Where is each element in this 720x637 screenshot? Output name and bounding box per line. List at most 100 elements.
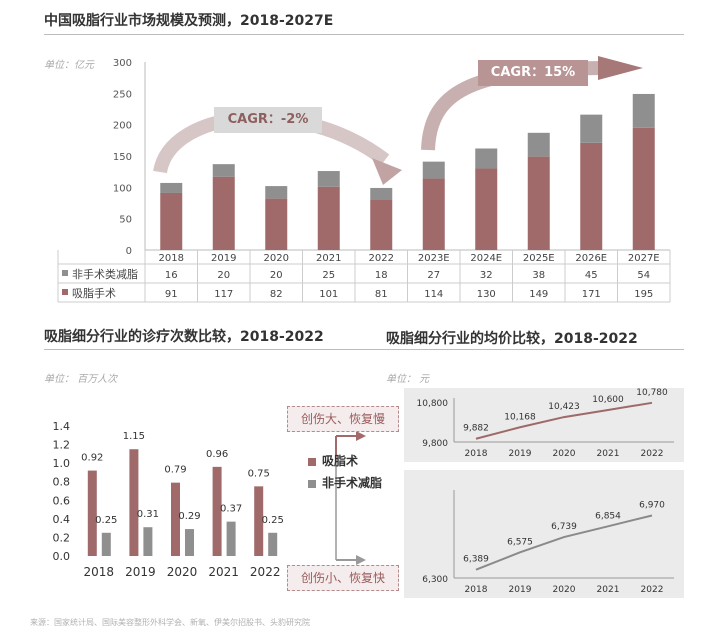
bar-nonsurgery xyxy=(212,164,235,177)
bar-surgery-visits xyxy=(212,466,222,556)
bar-surgery-visits xyxy=(254,486,264,556)
line-panel-bg xyxy=(404,470,684,598)
legend-surgery-swatch xyxy=(308,457,316,466)
bar-surgery xyxy=(370,199,393,250)
line-category-label: 2019 xyxy=(509,449,532,459)
chart1-category-label: 2021 xyxy=(316,253,341,264)
table-cell-surgery: 117 xyxy=(214,289,233,300)
chart1-ytick-label: 250 xyxy=(113,89,132,100)
bar-nonsurgery xyxy=(527,132,550,157)
chart1-category-label: 2026E xyxy=(575,253,607,264)
bar-surgery-visits xyxy=(171,482,180,556)
cagr-right-label: CAGR：15% xyxy=(478,60,588,86)
box-trauma-low: 创伤小、恢复快 xyxy=(287,565,399,591)
bar-nonsurgery-visits xyxy=(185,529,194,556)
chart1-title: 中国吸脂行业市场规模及预测，2018-2027E xyxy=(44,13,334,29)
legend-surgery: 吸脂术 xyxy=(308,452,358,469)
line-value-label: 10,780 xyxy=(636,388,668,398)
bar-surgery xyxy=(475,168,498,250)
line-category-label: 2021 xyxy=(597,585,620,595)
chart1-ytick-label: 200 xyxy=(113,121,132,132)
line-category-label: 2021 xyxy=(597,449,620,459)
chart2-category-label: 2022 xyxy=(250,565,281,579)
side-arrow-down-head xyxy=(356,555,366,565)
table-cell-surgery: 114 xyxy=(424,289,443,300)
line-panel-bg xyxy=(404,388,684,462)
line-ytick-label: 10,800 xyxy=(417,399,449,409)
bar-nonsurgery xyxy=(475,148,498,169)
legend-nonsurgery-swatch xyxy=(308,479,316,488)
bar-surgery xyxy=(527,156,550,250)
chart1-ytick-label: 0 xyxy=(126,246,132,257)
bar-value-label: 0.37 xyxy=(220,504,242,515)
bar-surgery-visits xyxy=(87,470,97,556)
line-ytick-label: 6,300 xyxy=(422,575,448,585)
bar-value-label: 0.25 xyxy=(262,515,284,526)
table-cell-nonsurgery: 54 xyxy=(637,270,650,281)
chart2-ytick-label: 0.6 xyxy=(53,494,71,507)
line-category-label: 2020 xyxy=(553,449,576,459)
bar-surgery xyxy=(212,176,235,250)
bar-value-label: 0.29 xyxy=(178,511,200,522)
source-note: 来源：国家统计局、国际美容整形外科学会、新氧、伊美尔招股书、头豹研究院 xyxy=(30,618,310,627)
chart1-ytick-label: 100 xyxy=(113,183,132,194)
chart2-ytick-label: 1.0 xyxy=(53,457,71,470)
bar-nonsurgery xyxy=(160,182,183,193)
bar-nonsurgery-visits xyxy=(226,521,236,556)
chart2-ytick-label: 1.2 xyxy=(53,439,71,452)
bar-nonsurgery xyxy=(370,187,393,200)
chart2-ytick-label: 0.4 xyxy=(53,513,71,526)
line-category-label: 2018 xyxy=(465,449,488,459)
side-arrows xyxy=(335,431,366,565)
line-series xyxy=(475,514,653,571)
cagr-right-arrowhead xyxy=(598,56,643,80)
table-cell-surgery: 130 xyxy=(477,289,496,300)
table-cell-surgery: 195 xyxy=(634,289,653,300)
table-cell-nonsurgery: 20 xyxy=(217,270,230,281)
line-value-label: 10,600 xyxy=(592,395,624,405)
line-value-label: 6,389 xyxy=(463,555,489,565)
chart1-category-label: 2025E xyxy=(523,253,555,264)
chart1-ytick-label: 300 xyxy=(113,58,132,69)
chart1-category-label: 2027E xyxy=(628,253,660,264)
table-cell-nonsurgery: 25 xyxy=(322,270,335,281)
chart1-ytick-label: 50 xyxy=(119,215,132,226)
chart2-ytick-label: 0.2 xyxy=(53,531,71,544)
bar-nonsurgery-visits xyxy=(101,532,111,556)
table-row-label: 非手术类减脂 xyxy=(72,267,138,281)
bar-surgery xyxy=(160,192,183,250)
bar-nonsurgery xyxy=(317,171,340,187)
table-cell-surgery: 81 xyxy=(375,289,388,300)
table-row-label: 吸脂手术 xyxy=(72,286,116,300)
bar-surgery xyxy=(422,178,445,250)
bar-surgery xyxy=(265,198,288,250)
table-cell-nonsurgery: 16 xyxy=(165,270,178,281)
bar-value-label: 0.96 xyxy=(206,449,228,460)
table-cell-nonsurgery: 18 xyxy=(375,270,388,281)
bar-nonsurgery xyxy=(422,161,445,179)
table-row-swatch xyxy=(62,289,68,295)
chart2-ytick-label: 1.4 xyxy=(53,420,71,433)
chart2-ytick-label: 0.0 xyxy=(53,550,71,563)
chart1-ytick-label: 150 xyxy=(113,152,132,163)
bar-surgery xyxy=(632,127,655,250)
chart3-bottom-svg: 6,300 2018 6,389 2019 6,575 2020 6,739 2021 6,85… xyxy=(404,470,684,598)
table-cell-nonsurgery: 45 xyxy=(585,270,598,281)
line-ytick-label: 9,800 xyxy=(422,439,448,449)
legend-surgery-label: 吸脂术 xyxy=(322,454,359,468)
line-category-label: 2022 xyxy=(641,585,664,595)
title-rule xyxy=(44,34,684,35)
table-cell-nonsurgery: 38 xyxy=(532,270,545,281)
bar-value-label: 0.31 xyxy=(137,509,159,520)
chart1-category-label: 2022 xyxy=(369,253,394,264)
bar-nonsurgery xyxy=(632,93,655,128)
bar-surgery xyxy=(317,186,340,250)
line-value-label: 10,168 xyxy=(504,412,536,422)
box-trauma-high: 创伤大、恢复慢 xyxy=(287,406,399,432)
chart2-ytick-label: 0.8 xyxy=(53,476,71,489)
line-value-label: 6,739 xyxy=(551,522,577,532)
chart2-unit: 单位： 百万人次 xyxy=(44,374,118,385)
legend-nonsurgery-label: 非手术减脂 xyxy=(322,476,383,490)
bar-value-label: 0.25 xyxy=(95,515,117,526)
